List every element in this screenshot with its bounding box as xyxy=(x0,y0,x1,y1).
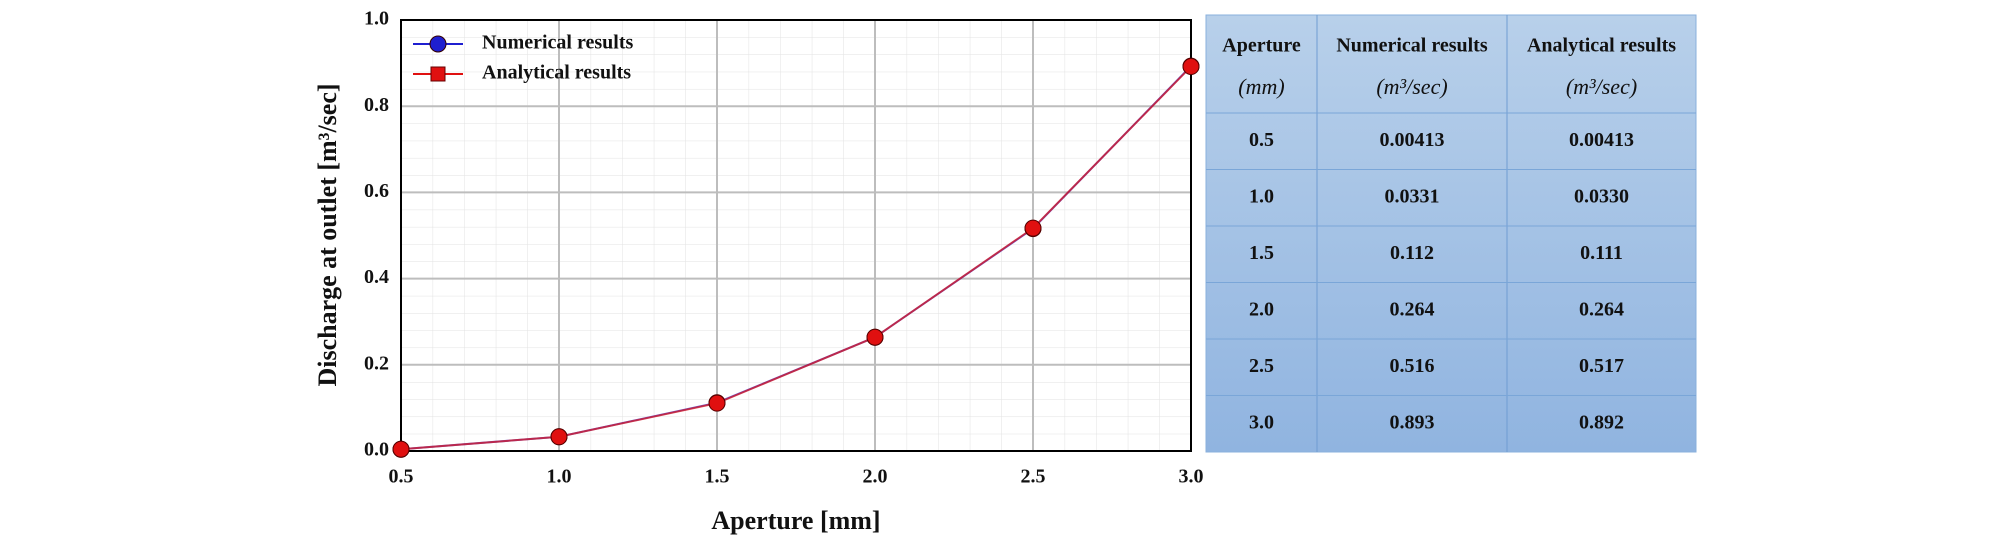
table-header: Aperture xyxy=(1222,35,1301,57)
plot-frame xyxy=(400,19,1192,452)
data-point xyxy=(1024,219,1042,237)
x-tick-label: 2.5 xyxy=(1021,466,1046,488)
legend-label: Analytical results xyxy=(482,62,631,84)
table-cell: 2.0 xyxy=(1249,298,1274,320)
x-tick-label: 3.0 xyxy=(1179,466,1204,488)
table-cell: 1.5 xyxy=(1249,242,1274,264)
table-cell: 0.0330 xyxy=(1574,185,1629,207)
data-point xyxy=(1182,58,1200,76)
table-cell: 0.111 xyxy=(1580,242,1623,264)
x-tick-label: 1.0 xyxy=(547,466,572,488)
table-background xyxy=(1205,14,1697,453)
table-cell: 0.5 xyxy=(1249,129,1274,151)
table-cell: 0.264 xyxy=(1390,298,1435,320)
y-tick-label: 0.4 xyxy=(364,266,389,288)
x-tick-label: 2.0 xyxy=(863,466,888,488)
table-cell: 0.892 xyxy=(1579,411,1624,433)
data-point xyxy=(866,328,884,346)
table-cell: 0.00413 xyxy=(1569,129,1634,151)
y-axis-title: Discharge at outlet [m³/sec] xyxy=(313,83,342,386)
y-tick-label: 0.0 xyxy=(364,439,389,461)
table-header-unit: (m³/sec) xyxy=(1376,74,1447,99)
table-header: Analytical results xyxy=(1527,35,1676,57)
table-header-unit: (m³/sec) xyxy=(1566,74,1637,99)
y-tick-label: 0.6 xyxy=(364,180,389,202)
table-cell: 3.0 xyxy=(1249,411,1274,433)
data-point xyxy=(550,428,568,446)
data-point xyxy=(392,440,410,458)
y-tick-label: 1.0 xyxy=(364,8,389,30)
table-header-unit: (mm) xyxy=(1238,74,1284,99)
legend-label: Numerical results xyxy=(482,32,633,54)
series-line xyxy=(400,65,1192,451)
plot-area xyxy=(401,20,1191,451)
y-tick-label: 0.8 xyxy=(364,94,389,116)
table-cell: 0.893 xyxy=(1390,411,1435,433)
table-cell: 0.516 xyxy=(1390,355,1435,377)
table-header: Numerical results xyxy=(1336,35,1487,57)
table-cell: 0.264 xyxy=(1579,298,1624,320)
data-point xyxy=(708,394,726,412)
table-cell: 0.0331 xyxy=(1385,185,1440,207)
x-axis-title: Aperture [mm] xyxy=(711,506,880,535)
legend-marker xyxy=(430,66,446,82)
x-tick-label: 0.5 xyxy=(389,466,414,488)
legend-marker xyxy=(429,35,447,53)
x-tick-label: 1.5 xyxy=(705,466,730,488)
table-cell: 0.00413 xyxy=(1380,129,1445,151)
y-tick-label: 0.2 xyxy=(364,352,389,374)
table-cell: 0.112 xyxy=(1390,242,1434,264)
table-cell: 2.5 xyxy=(1249,355,1274,377)
table-cell: 1.0 xyxy=(1249,185,1274,207)
table-cell: 0.517 xyxy=(1579,355,1624,377)
